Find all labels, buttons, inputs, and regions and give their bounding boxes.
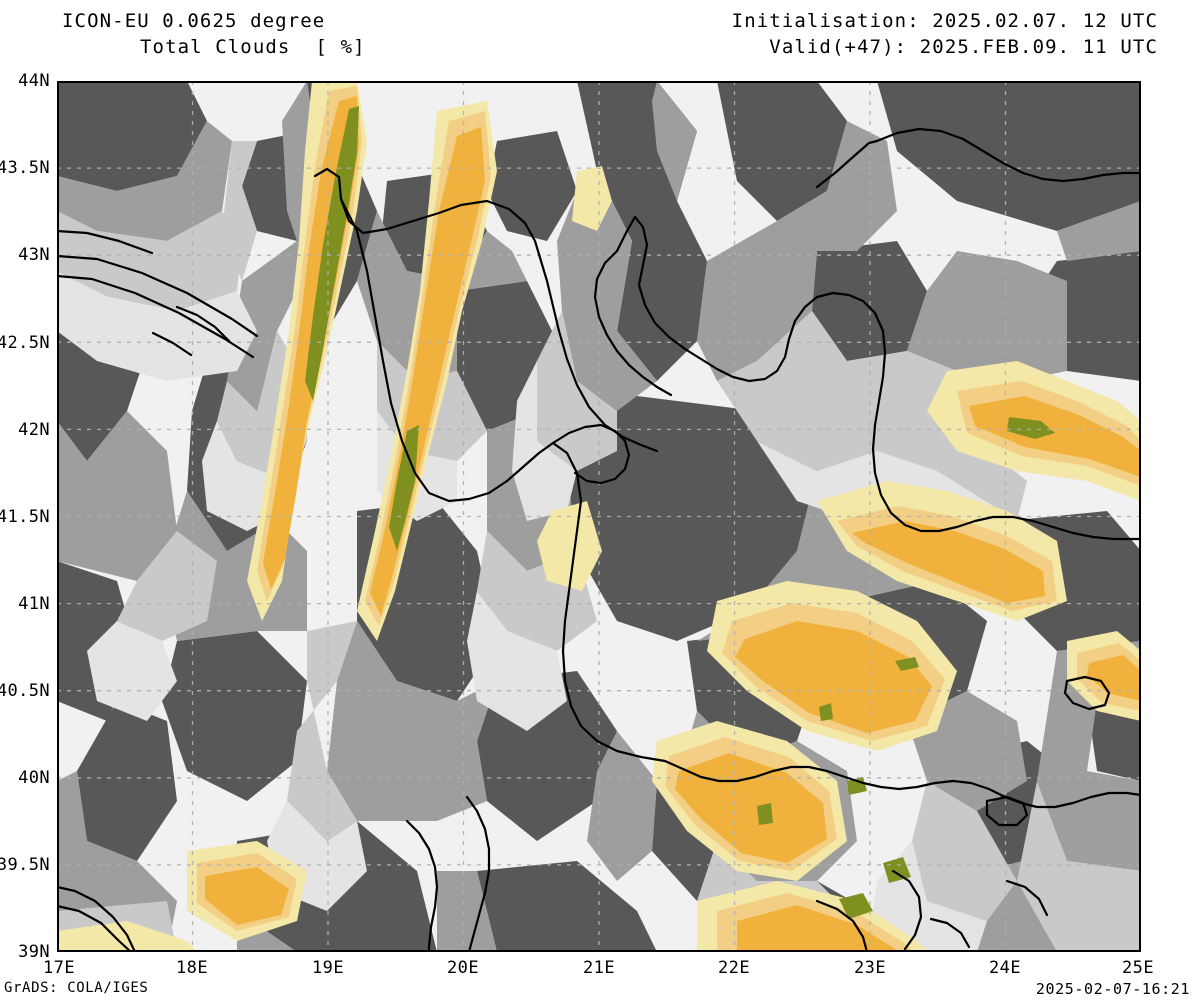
x-tick-20e: 20E [447,958,479,978]
model-title: ICON-EU 0.0625 degree [62,10,326,32]
y-tick-40n: 40N [18,768,50,788]
x-tick-22e: 22E [718,958,750,978]
y-tick-40.5n: 40.5N [0,681,50,701]
x-tick-23e: 23E [854,958,886,978]
y-tick-43n: 43N [18,245,50,265]
y-tick-41.5n: 41.5N [0,507,50,527]
field-title: Total Clouds [ %] [140,36,366,58]
initialisation-time: Initialisation: 2025.02.07. 12 UTC [731,10,1158,32]
x-tick-18e: 18E [176,958,208,978]
y-axis-labels: 44N 43.5N 43N 42.5N 42N 41.5N 41N 40.5N … [0,0,52,1000]
map-plot-area [57,81,1141,952]
cloud-cover-heatmap [57,81,1141,952]
y-tick-41n: 41N [18,594,50,614]
y-tick-43.5n: 43.5N [0,158,50,178]
header-right-block: Initialisation: 2025.02.07. 12 UTC Valid… [732,8,1158,60]
x-tick-17e: 17E [43,958,75,978]
x-tick-25e: 25E [1122,958,1154,978]
y-tick-42n: 42N [18,420,50,440]
valid-time: Valid(+47): 2025.FEB.09. 11 UTC [769,36,1158,58]
x-tick-24e: 24E [989,958,1021,978]
y-tick-39n: 39N [18,942,50,962]
y-tick-44n: 44N [18,71,50,91]
render-timestamp: 2025-02-07-16:21 [1035,980,1190,998]
header-left-block: ICON-EU 0.0625 degree Total Clouds [ %] [0,8,480,60]
x-tick-21e: 21E [583,958,615,978]
country-borders [57,127,1141,952]
x-tick-19e: 19E [312,958,344,978]
y-tick-39.5n: 39.5N [0,855,50,875]
map-gridlines [57,81,1141,952]
contour-band-clear-sky [305,106,1055,919]
y-tick-42.5n: 42.5N [0,333,50,353]
grads-credit: GrADS: COLA/IGES [4,980,149,996]
